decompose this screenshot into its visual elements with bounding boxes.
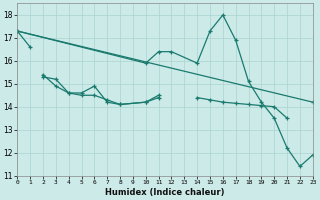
- X-axis label: Humidex (Indice chaleur): Humidex (Indice chaleur): [105, 188, 225, 197]
